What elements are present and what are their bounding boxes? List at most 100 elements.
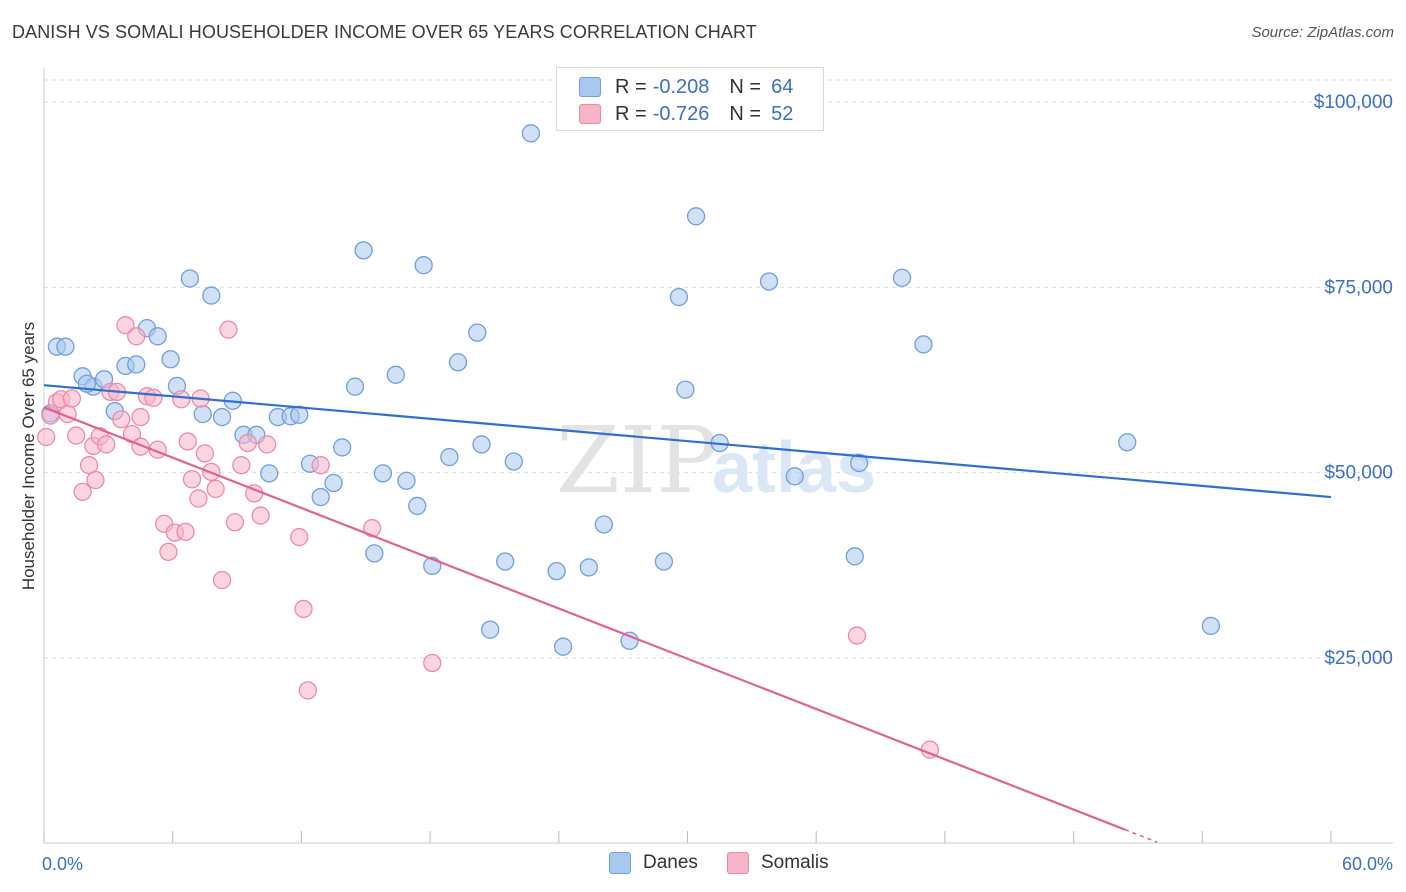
somalis-point xyxy=(225,513,245,532)
somalis-point xyxy=(112,410,131,429)
y-tick-label: $75,000 xyxy=(1324,277,1393,298)
somalis-point xyxy=(232,456,251,475)
danes-point xyxy=(386,365,405,384)
danes-point xyxy=(333,438,352,457)
somalis-point xyxy=(178,432,197,451)
danes-point xyxy=(504,452,523,471)
y-axis-label: Householder Income Over 65 years xyxy=(19,322,38,590)
somalis-point xyxy=(298,681,317,700)
chart-title: DANISH VS SOMALI HOUSEHOLDER INCOME OVER… xyxy=(12,22,757,42)
somalis-point xyxy=(36,427,56,447)
danes-point xyxy=(127,355,146,374)
y-tick-label: $100,000 xyxy=(1314,92,1393,113)
n-value: 52 xyxy=(771,102,794,125)
danes-point xyxy=(892,268,912,287)
somalis-point xyxy=(97,435,116,454)
danes-point xyxy=(547,561,566,581)
danes-trend-line xyxy=(43,384,1332,499)
somalis-point xyxy=(62,389,82,408)
danes-point xyxy=(373,464,393,483)
somalis-swatch xyxy=(727,852,749,874)
watermark-zip: ZIP xyxy=(556,407,718,514)
danes-point xyxy=(414,256,433,275)
danes-point xyxy=(193,404,212,424)
stats-row-somalis: R = -0.726 N = 52 xyxy=(579,102,793,126)
r-value: -0.208 xyxy=(652,75,710,98)
somalis-point xyxy=(212,570,232,590)
y-tick-label: $25,000 xyxy=(1324,648,1393,669)
danes-point xyxy=(849,453,869,473)
grid-lines xyxy=(44,79,1393,659)
danes-point xyxy=(620,631,639,650)
somalis-point xyxy=(423,653,442,673)
r-value: -0.726 xyxy=(652,102,710,125)
somalis-point xyxy=(238,433,257,453)
danes-point xyxy=(440,447,459,467)
stats-legend: R = -0.208 N = 64 R = -0.726 N = 52 xyxy=(556,67,824,131)
somalis-point xyxy=(257,435,277,454)
danes-point xyxy=(161,350,180,369)
danes-point xyxy=(845,547,864,566)
danes-point xyxy=(408,496,427,516)
somalis-point xyxy=(86,470,105,490)
danes-point xyxy=(553,637,573,656)
danes-point xyxy=(260,464,279,483)
danes-point xyxy=(148,327,167,346)
danes-point xyxy=(365,544,384,563)
y-tick-labels: $25,000 $50,000 $75,000 $100,000 xyxy=(1314,92,1393,669)
danes-point xyxy=(1201,616,1221,636)
danes-point xyxy=(785,467,804,486)
danes-point xyxy=(676,380,695,399)
somalis-point xyxy=(189,489,208,508)
danes-point xyxy=(212,407,232,427)
stats-row-danes: R = -0.208 N = 64 xyxy=(579,75,793,99)
series-legend: Danes Somalis xyxy=(0,852,1406,878)
danes-point xyxy=(654,552,674,571)
somalis-points xyxy=(36,316,940,759)
legend-item-somalis[interactable]: Somalis xyxy=(727,852,829,874)
somalis-trend-line xyxy=(43,406,1126,831)
y-tick-label: $50,000 xyxy=(1324,463,1393,484)
legend-item-danes[interactable]: Danes xyxy=(609,852,698,874)
x-tick-label-min: 0.0% xyxy=(42,854,83,874)
r-label: R = xyxy=(615,102,647,125)
watermark: ZIP atlas xyxy=(556,407,876,514)
danes-point xyxy=(472,435,491,454)
danes-point xyxy=(1118,433,1137,452)
trend-lines xyxy=(43,384,1332,843)
axes xyxy=(43,68,1393,844)
danes-swatch xyxy=(609,852,631,874)
danes-point xyxy=(686,207,706,226)
r-label: R = xyxy=(615,75,647,98)
n-label: N = xyxy=(729,75,762,98)
danes-point xyxy=(354,241,373,260)
danes-point xyxy=(521,124,541,143)
danes-point xyxy=(345,377,365,396)
somalis-point xyxy=(251,506,270,525)
somalis-point xyxy=(127,327,146,346)
danes-point xyxy=(397,471,416,490)
somalis-point xyxy=(847,626,867,645)
somalis-trend-extension xyxy=(1124,828,1158,843)
danes-point xyxy=(324,473,343,493)
danes-swatch xyxy=(579,77,601,97)
somalis-point xyxy=(182,470,202,489)
danes-point xyxy=(202,286,221,305)
n-value: 64 xyxy=(771,75,794,98)
somalis-point xyxy=(116,316,135,335)
danes-point xyxy=(468,323,487,342)
n-label: N = xyxy=(729,102,762,125)
danes-point xyxy=(448,353,468,372)
chart-source: Source: ZipAtlas.com xyxy=(1251,24,1394,41)
danes-point xyxy=(496,552,515,571)
danes-point xyxy=(481,620,500,639)
danes-point xyxy=(914,335,933,354)
somalis-point xyxy=(73,482,92,502)
danes-point xyxy=(311,487,330,507)
legend-label-danes: Danes xyxy=(643,852,698,873)
somalis-point xyxy=(206,479,225,499)
danes-point xyxy=(180,269,200,288)
somalis-point xyxy=(176,522,195,542)
danes-point xyxy=(594,515,613,534)
somalis-point xyxy=(219,320,238,339)
